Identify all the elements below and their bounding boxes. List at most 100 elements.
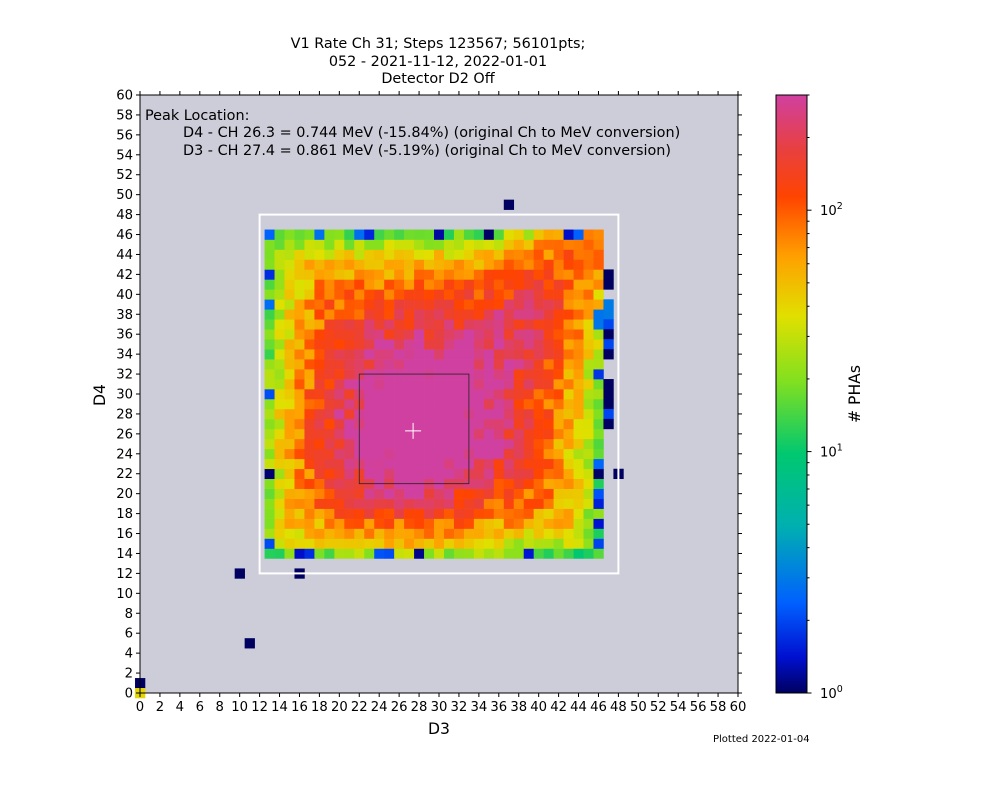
heatmap-cell [523,448,534,460]
heatmap-cell [354,309,365,320]
heatmap-cell [294,299,305,310]
heatmap-cell [483,249,495,260]
heatmap-cell [424,428,435,440]
heatmap-cell [274,299,285,310]
heatmap-cell [583,488,594,499]
heatmap-cell [424,528,435,539]
heatmap-cell [473,478,485,489]
heatmap-cell [483,508,495,519]
heatmap-cell [573,269,584,280]
y-tick-label: 58 [116,108,133,123]
heatmap-cell [404,448,415,460]
heatmap-cell [493,518,505,529]
heatmap-cell [493,398,505,410]
heatmap-cell [533,269,544,280]
heatmap-cell [294,468,305,480]
heatmap-cell [473,508,485,519]
heatmap-cell [414,229,425,240]
heatmap-cell [384,349,395,360]
heatmap-cell [473,319,485,330]
heatmap-cell [533,239,544,250]
heatmap-cell [264,468,275,480]
heatmap-cell [523,428,534,440]
heatmap-cell [314,319,325,330]
x-tick-label: 18 [311,700,328,715]
heatmap-cell [453,389,465,400]
heatmap-cell [394,408,405,420]
heatmap-cell [493,379,505,390]
heatmap-cell [404,259,415,270]
x-tick-label: 4 [176,700,184,715]
heatmap-cell [543,309,554,320]
heatmap-cell [593,478,604,489]
heatmap-cell [543,279,554,290]
heatmap-cell [404,309,415,320]
heatmap-cell [523,389,534,400]
heatmap-cell [304,299,315,310]
heatmap-cell [513,528,525,539]
heatmap-cell [324,269,335,280]
heatmap-cell [503,299,515,310]
heatmap-cell [553,418,564,430]
heatmap-cell [583,319,594,330]
heatmap-cell [463,548,475,559]
peak-location-d3: D3 - CH 27.4 = 0.861 MeV (-5.19%) (origi… [183,143,671,159]
heatmap-cell [314,329,325,340]
heatmap-cell [563,369,574,380]
heatmap-cell [334,478,345,489]
heatmap-cell [264,418,275,430]
heatmap-cell [414,498,425,509]
heatmap-cell [473,369,485,380]
heatmap-cell [493,229,505,240]
heatmap-cell [503,418,515,430]
heatmap-cell [424,279,435,290]
heatmap-cell [513,548,525,559]
heatmap-cell [593,528,604,539]
x-tick-label: 32 [451,700,468,715]
heatmap-cell [304,488,315,499]
heatmap-cell [593,428,604,440]
heatmap-cell [523,369,534,380]
heatmap-cell [384,468,395,480]
heatmap-cell [354,518,365,529]
heatmap-cell [274,309,285,320]
heatmap-cell [414,528,425,539]
heatmap-cell [443,389,455,400]
heatmap-cell [354,279,365,290]
heatmap-cell [424,418,435,430]
heatmap-cell [364,249,375,260]
heatmap-cell [573,259,584,270]
heatmap-cell [354,548,365,559]
heatmap-cell [294,478,305,489]
heatmap-cell [493,359,505,370]
heatmap-cell [274,239,285,250]
heatmap-cell [424,229,435,240]
heatmap-cell [473,408,485,420]
heatmap-cell [384,329,395,340]
heatmap-cell [483,398,495,410]
heatmap-cell [404,428,415,440]
heatmap-cell [553,458,564,470]
heatmap-cell [593,329,604,340]
heatmap-cell [513,408,525,420]
y-tick-label: 46 [116,228,133,243]
heatmap-cell [354,528,365,539]
heatmap-cell [274,369,285,380]
heatmap-cell-sparse [603,408,614,420]
heatmap-cell [583,249,594,260]
heatmap-cell [503,498,515,509]
heatmap-cell [443,498,455,509]
heatmap-cell [523,329,534,340]
heatmap-cell [304,289,315,300]
heatmap-cell [463,518,475,529]
heatmap-cell [543,438,554,450]
heatmap-cell [284,339,295,350]
heatmap-cell [523,478,534,489]
heatmap-cell [324,289,335,300]
heatmap-cell [434,498,445,509]
heatmap-cell [583,428,594,440]
heatmap-cell [583,239,594,250]
heatmap-cell [284,239,295,250]
heatmap-cell [324,369,335,380]
heatmap-cell [543,229,554,240]
